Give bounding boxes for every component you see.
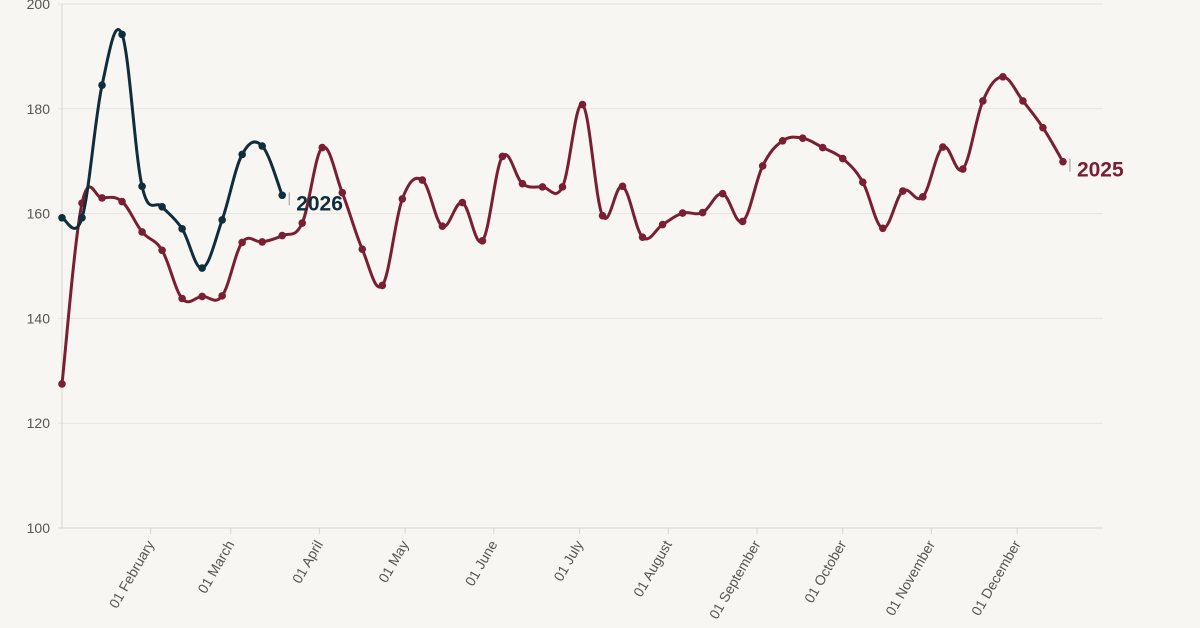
- data-point: [458, 198, 467, 207]
- x-tick-label: 01 March: [194, 538, 237, 597]
- data-point: [919, 193, 927, 201]
- data-point: [138, 182, 146, 191]
- data-point: [98, 194, 106, 202]
- series-line-2026: [60, 28, 284, 270]
- data-point: [278, 191, 287, 200]
- data-point: [238, 238, 246, 247]
- data-point: [258, 238, 266, 246]
- data-point: [158, 202, 166, 211]
- data-point: [338, 188, 347, 197]
- x-tick-label: 01 September: [706, 537, 764, 621]
- data-point: [478, 237, 487, 245]
- data-point: [899, 187, 907, 195]
- data-point: [138, 228, 146, 236]
- data-point: [298, 219, 307, 227]
- data-point: [418, 176, 427, 184]
- data-point: [618, 182, 627, 191]
- data-point: [218, 216, 226, 224]
- x-tick-label: 01 November: [882, 537, 938, 618]
- data-point: [658, 220, 667, 229]
- data-point: [1059, 157, 1067, 166]
- x-tick-label: 01 April: [289, 538, 326, 586]
- data-point: [638, 233, 647, 241]
- data-point: [1019, 97, 1027, 105]
- data-point: [58, 213, 66, 222]
- data-point: [558, 183, 567, 191]
- data-point: [518, 179, 527, 188]
- y-axis: 100 120 140 160 180 200: [27, 0, 51, 536]
- data-point: [1039, 123, 1047, 132]
- data-point: [999, 73, 1007, 81]
- data-point: [498, 152, 507, 161]
- series-end-labels: 2025 2026: [288, 158, 1124, 215]
- x-tick-label: 01 October: [801, 537, 850, 605]
- data-point: [438, 222, 447, 230]
- series-line-2025: [60, 75, 1065, 386]
- series-2025: [58, 73, 1067, 388]
- data-point: [58, 380, 66, 388]
- data-point: [538, 183, 547, 191]
- data-point: [979, 97, 987, 105]
- data-point: [778, 136, 787, 145]
- data-point: [578, 100, 587, 109]
- grid-lines: [58, 3, 1103, 529]
- data-point: [118, 30, 126, 39]
- data-point: [218, 292, 226, 300]
- x-tick-label: 01 August: [630, 537, 675, 599]
- data-point: [818, 143, 827, 152]
- x-tick-label: 01 July: [550, 538, 586, 584]
- data-point: [959, 165, 967, 173]
- data-point: [378, 281, 387, 290]
- data-point: [398, 195, 407, 203]
- x-tick-label: 01 June: [462, 537, 501, 588]
- series-label-2026: 2026: [296, 192, 343, 215]
- y-tick-label: 140: [27, 310, 51, 326]
- series-lines: [58, 28, 1067, 388]
- x-axis: 01 February 01 March 01 April 01 May 01 June…: [106, 528, 1024, 622]
- data-point: [738, 217, 747, 226]
- series-2026: [58, 28, 287, 272]
- data-point: [939, 143, 947, 151]
- data-point: [858, 178, 867, 186]
- data-point: [718, 189, 727, 198]
- data-point: [98, 81, 106, 90]
- y-tick-label: 120: [27, 415, 51, 431]
- data-point: [238, 150, 246, 159]
- data-point: [118, 197, 126, 206]
- x-tick-label: 01 December: [968, 537, 1024, 618]
- data-point: [198, 264, 206, 272]
- data-point: [758, 162, 767, 170]
- data-point: [278, 231, 287, 240]
- data-point: [698, 208, 707, 217]
- data-point: [598, 211, 607, 220]
- series-label-2025: 2025: [1077, 159, 1124, 182]
- data-point: [198, 292, 206, 301]
- data-point: [178, 294, 186, 303]
- y-tick-label: 200: [27, 0, 51, 12]
- data-point: [838, 154, 847, 163]
- y-tick-label: 160: [27, 206, 51, 222]
- data-point: [878, 224, 887, 233]
- data-point: [78, 213, 86, 222]
- data-point: [678, 209, 687, 217]
- x-tick-label: 01 February: [106, 538, 158, 611]
- y-tick-label: 180: [27, 101, 51, 117]
- data-point: [158, 246, 166, 255]
- data-point: [798, 134, 807, 142]
- data-point: [178, 224, 186, 233]
- y-tick-label: 100: [27, 520, 51, 536]
- data-point: [258, 142, 266, 150]
- x-tick-label: 01 May: [375, 538, 412, 586]
- data-point: [318, 143, 327, 152]
- data-point: [358, 245, 367, 254]
